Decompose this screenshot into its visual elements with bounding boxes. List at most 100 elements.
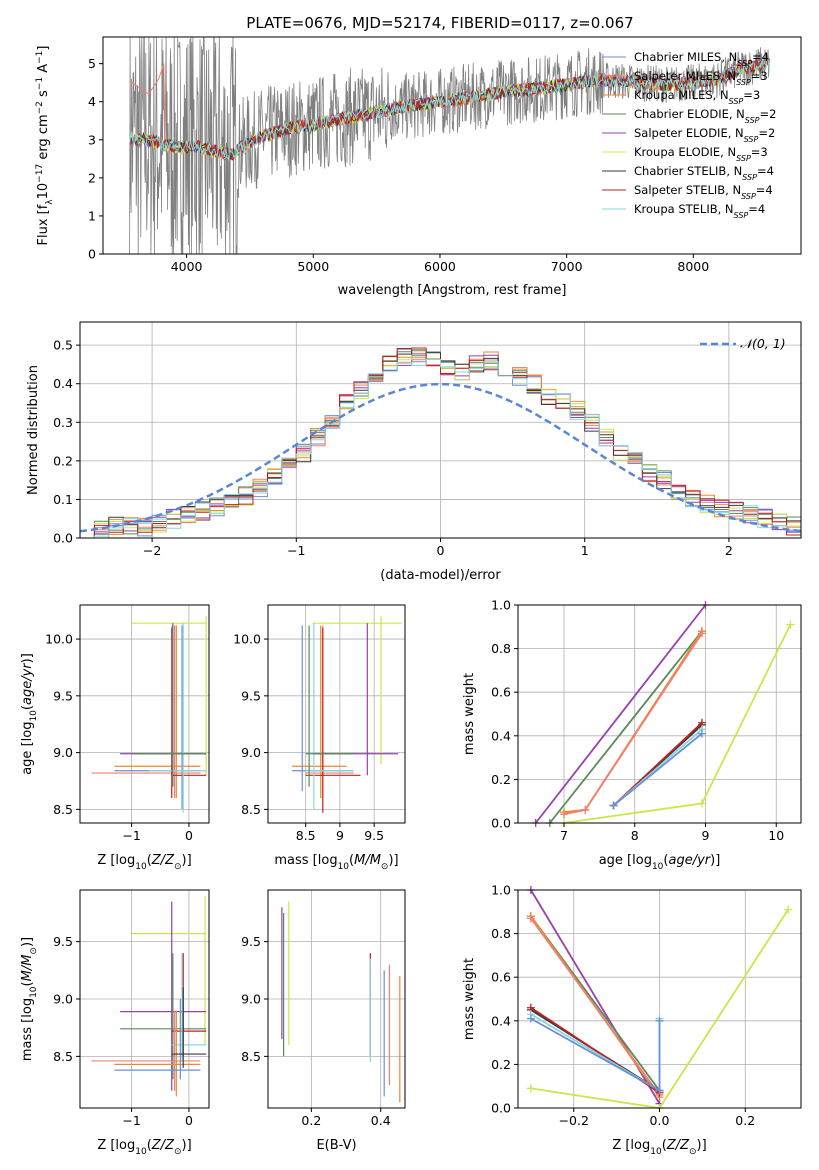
y-tick-label: 8.5 bbox=[241, 1049, 261, 1064]
y-tick-label: 9.0 bbox=[241, 745, 261, 760]
x-tick-label: 7 bbox=[560, 828, 568, 843]
y-tick-label: 9.5 bbox=[53, 934, 73, 949]
histogram-step bbox=[80, 347, 801, 539]
y-tick-label: 4 bbox=[88, 94, 96, 109]
x-tick-label: 0 bbox=[185, 828, 193, 843]
normal-curve bbox=[79, 382, 802, 533]
weight-marker bbox=[609, 801, 618, 810]
y-tick-label: 0.2 bbox=[491, 1057, 511, 1072]
weight-marker bbox=[697, 629, 706, 638]
x-tick-label: 9 bbox=[336, 828, 344, 843]
plot-Z-age: −1 0 8.5 9.0 9.5 10.0 Z [log10(Z/Z⊙)] age [log1… bbox=[20, 604, 210, 872]
x-tick-label: 8000 bbox=[677, 259, 709, 274]
y-tick-label: 1 bbox=[88, 208, 96, 223]
x-tick-label: 8.5 bbox=[296, 828, 316, 843]
x-axis-label: age [log10(age/yr)] bbox=[599, 853, 721, 872]
legend-entry: 𝒩(0, 1) bbox=[740, 336, 786, 351]
x-tick-label: −1 bbox=[122, 828, 140, 843]
y-axis-label: mass [log10(M/M⊙)] bbox=[20, 937, 39, 1061]
weight-marker bbox=[786, 620, 795, 629]
y-tick-label: 9.5 bbox=[241, 934, 261, 949]
axes-frame bbox=[102, 36, 802, 255]
axes-frame bbox=[267, 604, 406, 824]
histogram-step bbox=[80, 349, 801, 539]
plot-spectrum: 4000 5000 6000 7000 8000 0 1 2 3 4 5 wavelength [An… bbox=[35, 36, 802, 298]
y-tick-label: 9.0 bbox=[53, 992, 73, 1007]
x-tick-label: 7000 bbox=[551, 259, 583, 274]
y-tick-label: 9.5 bbox=[53, 688, 73, 703]
y-tick-label: 0.6 bbox=[491, 970, 511, 985]
y-axis-label: mass weight bbox=[462, 958, 477, 1040]
spectrum-data-line bbox=[129, 36, 770, 255]
y-tick-label: 9.0 bbox=[53, 745, 73, 760]
y-tick-label: 0.6 bbox=[491, 685, 511, 700]
x-tick-label: −1 bbox=[122, 1113, 140, 1128]
weight-line bbox=[549, 630, 703, 824]
y-tick-label: 0.0 bbox=[53, 531, 73, 546]
y-tick-label: 0.8 bbox=[491, 926, 511, 941]
x-tick-label: 0 bbox=[185, 1113, 193, 1128]
x-tick-label: 6000 bbox=[424, 259, 456, 274]
x-axis-label: (data-model)/error bbox=[380, 568, 501, 583]
x-tick-label: 4000 bbox=[171, 259, 203, 274]
y-tick-label: 0.1 bbox=[53, 492, 73, 507]
y-tick-label: 0.2 bbox=[53, 453, 73, 468]
weight-line bbox=[530, 1017, 661, 1093]
y-tick-label: 8.5 bbox=[53, 802, 73, 817]
x-tick-label: 0.0 bbox=[650, 1113, 670, 1128]
axes-frame bbox=[517, 604, 802, 824]
weight-line bbox=[612, 732, 703, 807]
legend-entry: Chabrier ELODIE, NSSP=2 bbox=[634, 107, 776, 125]
x-tick-label: 8 bbox=[631, 828, 639, 843]
weight-marker bbox=[655, 1016, 664, 1025]
y-tick-label: 3 bbox=[88, 132, 96, 147]
x-axis-label: mass [log10(M/M⊙)] bbox=[274, 853, 398, 872]
y-tick-label: 0.2 bbox=[491, 772, 511, 787]
weight-line bbox=[534, 604, 707, 824]
y-tick-label: 10.0 bbox=[233, 632, 261, 647]
weight-marker bbox=[697, 799, 706, 808]
y-tick-label: 1.0 bbox=[491, 883, 511, 898]
y-tick-label: 9.0 bbox=[241, 992, 261, 1007]
y-tick-label: 0.0 bbox=[491, 816, 511, 831]
plot-EBV-mass: 0.2 0.4 8.5 9.0 9.5 E(B-V) bbox=[241, 889, 406, 1153]
legend-entry: Kroupa STELIB, NSSP=4 bbox=[634, 202, 765, 220]
legend-entry: Kroupa ELODIE, NSSP=3 bbox=[634, 145, 768, 163]
legend-entry: Salpeter STELIB, NSSP=4 bbox=[634, 183, 773, 201]
x-axis-label: E(B-V) bbox=[316, 1138, 356, 1153]
y-tick-label: 0.4 bbox=[491, 728, 511, 743]
x-tick-label: 0.4 bbox=[371, 1113, 391, 1128]
plot-residuals: −2 −1 0 1 2 0.0 0.1 0.2 0.3 0.4 0.5 (data-model)/er… bbox=[26, 321, 802, 583]
weight-marker bbox=[697, 729, 706, 738]
y-tick-label: 0.4 bbox=[491, 1013, 511, 1028]
y-tick-label: 8.5 bbox=[241, 802, 261, 817]
x-axis-label: Z [log10(Z/Z⊙)] bbox=[612, 1138, 706, 1157]
weight-marker bbox=[526, 914, 535, 923]
y-tick-label: 0.8 bbox=[491, 641, 511, 656]
x-tick-label: 9 bbox=[702, 828, 710, 843]
weight-marker bbox=[581, 805, 590, 814]
x-tick-label: −1 bbox=[287, 543, 305, 558]
y-tick-label: 9.5 bbox=[241, 688, 261, 703]
legend-entry: Chabrier MILES, NSSP=4 bbox=[634, 50, 769, 68]
y-axis-label: Normed distribution bbox=[26, 365, 41, 495]
y-tick-label: 0.3 bbox=[53, 415, 73, 430]
y-tick-label: 0.4 bbox=[53, 376, 73, 391]
weight-line bbox=[563, 624, 792, 824]
legend-entry: Kroupa MILES, NSSP=3 bbox=[634, 88, 760, 106]
weight-marker bbox=[526, 1014, 535, 1023]
x-tick-label: 5000 bbox=[297, 259, 329, 274]
weight-marker bbox=[559, 810, 568, 819]
plot-age-weight: 7 8 9 10 0.0 0.2 0.4 0.6 0.8 1.0 age [log10(age/yr… bbox=[462, 598, 802, 872]
weight-marker bbox=[526, 1084, 535, 1093]
x-tick-label: 0.2 bbox=[301, 1113, 321, 1128]
figure-title: PLATE=0676, MJD=52174, FIBERID=0117, z=0… bbox=[246, 14, 633, 32]
x-tick-label: 1 bbox=[581, 543, 589, 558]
x-axis-label: wavelength [Angstrom, rest frame] bbox=[338, 283, 567, 298]
plot-mass-age: 8.5 9 9.5 8.5 9.0 9.5 10.0 mass [log10(M/M⊙)] bbox=[233, 604, 406, 872]
y-tick-label: 1.0 bbox=[491, 598, 511, 613]
x-tick-label: −2 bbox=[143, 543, 161, 558]
x-axis-label: Z [log10(Z/Z⊙)] bbox=[97, 853, 191, 872]
